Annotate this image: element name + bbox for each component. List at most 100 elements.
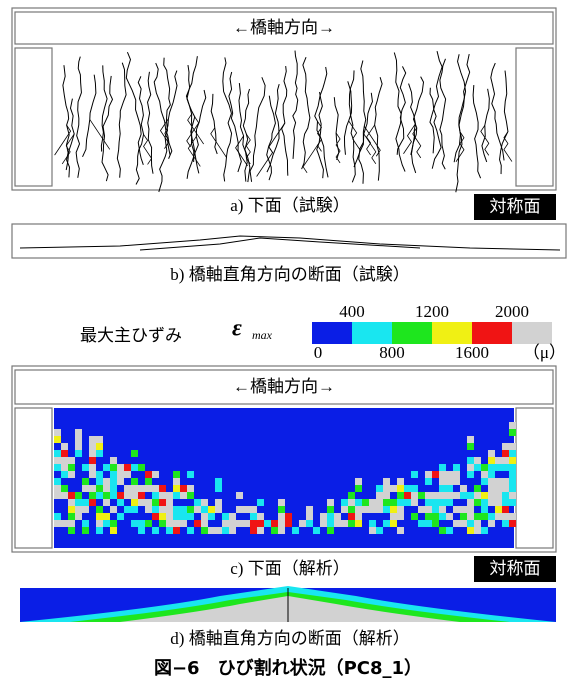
map-cell [425, 478, 432, 485]
map-cell [61, 457, 68, 464]
map-cell [117, 499, 124, 506]
map-cell [180, 506, 187, 513]
map-cell [502, 443, 509, 450]
map-cell [453, 471, 460, 478]
map-cell [173, 485, 180, 492]
map-cell [236, 506, 243, 513]
map-cell [89, 485, 96, 492]
map-cell [166, 492, 173, 499]
map-cell [68, 520, 75, 527]
map-cell [306, 506, 313, 513]
map-cell [446, 513, 453, 520]
map-cell [425, 499, 432, 506]
map-cell [278, 527, 285, 534]
map-cell [75, 436, 82, 443]
map-cell [278, 520, 285, 527]
map-cell [110, 457, 117, 464]
map-cell [292, 527, 299, 534]
map-cell [194, 499, 201, 506]
map-cell [418, 492, 425, 499]
legend-label: 最大主ひずみ [80, 326, 182, 345]
map-cell [68, 506, 75, 513]
panel-d-caption: d) 橋軸直角方向の断面（解析） [170, 629, 409, 648]
colorbar-unit: （μ） [523, 343, 566, 362]
map-cell [250, 506, 257, 513]
panel-c-header: ←橋軸方向→ [233, 377, 335, 396]
map-cell [208, 513, 215, 520]
map-cell [509, 429, 516, 436]
map-cell [446, 485, 453, 492]
map-cell [488, 450, 495, 457]
map-cell [138, 520, 145, 527]
map-cell [509, 513, 516, 520]
map-cell [446, 527, 453, 534]
map-cell [61, 520, 68, 527]
map-cell [502, 450, 509, 457]
map-cell [89, 499, 96, 506]
map-cell [404, 492, 411, 499]
map-cell [54, 520, 61, 527]
map-cell [439, 464, 446, 471]
colorbar-tick-label: 400 [339, 302, 365, 321]
map-cell [117, 471, 124, 478]
map-cell [383, 478, 390, 485]
map-cell [54, 485, 61, 492]
panel-b-frame [12, 224, 566, 258]
map-cell [96, 485, 103, 492]
map-cell [467, 464, 474, 471]
map-cell [82, 506, 89, 513]
colorbar-cell [312, 322, 352, 344]
map-cell [124, 492, 131, 499]
map-cell [509, 422, 516, 429]
symmetry-label: 対称面 [490, 197, 541, 216]
map-cell [334, 513, 341, 520]
map-cell [439, 478, 446, 485]
map-cell [124, 471, 131, 478]
map-cell [159, 513, 166, 520]
map-cell [285, 513, 292, 520]
map-cell [390, 520, 397, 527]
map-cell [383, 499, 390, 506]
map-cell [509, 492, 516, 499]
map-cell [383, 492, 390, 499]
map-cell [446, 492, 453, 499]
map-cell [82, 527, 89, 534]
map-cell [432, 506, 439, 513]
map-cell [348, 499, 355, 506]
map-cell [250, 513, 257, 520]
map-cell [89, 464, 96, 471]
map-cell [509, 464, 516, 471]
map-cell [110, 527, 117, 534]
panel-a-caption: a) 下面（試験） [230, 196, 349, 215]
side-box [516, 408, 553, 548]
map-cell [61, 492, 68, 499]
map-cell [278, 499, 285, 506]
map-cell [467, 443, 474, 450]
map-cell [138, 464, 145, 471]
map-cell [474, 513, 481, 520]
map-cell [439, 527, 446, 534]
map-cell [502, 492, 509, 499]
map-cell [215, 527, 222, 534]
colorbar-cell [432, 322, 472, 344]
map-cell [467, 492, 474, 499]
map-cell [159, 499, 166, 506]
map-cell [474, 520, 481, 527]
map-cell [96, 471, 103, 478]
map-cell [187, 506, 194, 513]
map-cell [75, 429, 82, 436]
map-cell [369, 520, 376, 527]
map-cell [509, 478, 516, 485]
map-cell [75, 450, 82, 457]
map-cell [145, 485, 152, 492]
map-cell [383, 506, 390, 513]
map-cell [432, 492, 439, 499]
map-cell [201, 499, 208, 506]
map-cell [446, 471, 453, 478]
map-cell [250, 527, 257, 534]
map-cell [96, 513, 103, 520]
map-cell [145, 471, 152, 478]
map-cell [509, 450, 516, 457]
map-cell [502, 485, 509, 492]
map-cell [82, 478, 89, 485]
